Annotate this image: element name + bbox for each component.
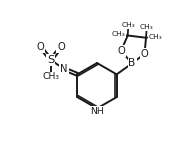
Text: N: N	[60, 64, 68, 74]
Text: CH₃: CH₃	[121, 22, 135, 28]
Text: O: O	[117, 46, 125, 56]
Text: O: O	[57, 42, 65, 52]
Text: CH₃: CH₃	[111, 31, 125, 37]
Text: CH₃: CH₃	[140, 24, 154, 30]
Text: O: O	[37, 42, 44, 52]
Text: S: S	[47, 55, 55, 65]
Text: O: O	[141, 49, 148, 59]
Text: B: B	[128, 58, 136, 68]
Text: NH: NH	[90, 107, 104, 116]
Text: CH₃: CH₃	[42, 72, 59, 81]
Text: CH₃: CH₃	[149, 34, 162, 40]
